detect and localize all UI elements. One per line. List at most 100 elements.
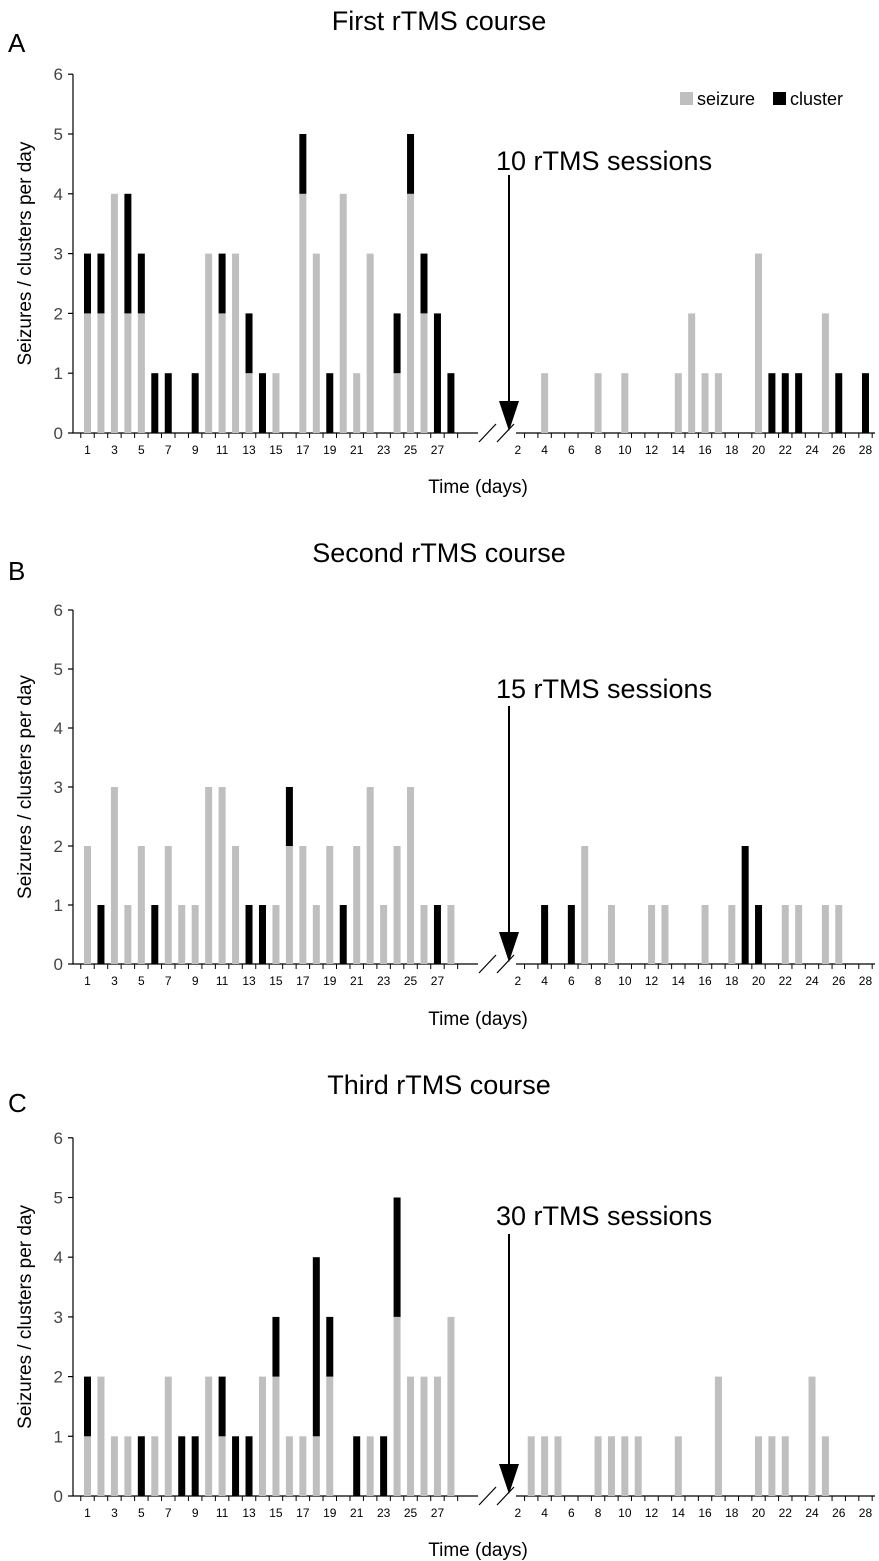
sessions-arrow-head [499,1464,519,1494]
bar-seizure-pre-day-24 [393,1316,401,1496]
sessions-arrow-head [499,401,519,431]
bar-cluster-pre-day-28 [447,373,455,433]
axis-break-mark [496,954,515,974]
chart-title: First rTMS course [332,6,547,36]
bar-cluster-pre-day-9 [191,1436,199,1496]
x-tick-label: 21 [350,443,364,457]
bar-cluster-pre-day-26 [420,253,428,314]
x-tick-label: 25 [404,443,418,457]
x-tick-label: 11 [216,443,229,457]
bar-seizure-post-day-23 [795,905,803,964]
bar-seizure-pre-day-21 [353,846,361,964]
bar-cluster-pre-day-13 [245,905,253,964]
bar-cluster-post-day-6 [567,905,575,964]
x-tick-label: 7 [165,443,172,457]
bar-seizure-pre-day-4 [124,1436,132,1496]
y-tick-label: 1 [54,896,63,915]
bar-seizure-post-day-5 [554,1436,562,1496]
x-tick-label: 11 [216,1506,229,1520]
bar-seizure-pre-day-2 [97,1376,105,1496]
bar-seizure-post-day-12 [648,905,656,964]
x-tick-label: 27 [431,974,445,988]
bar-seizure-pre-day-3 [110,193,118,433]
x-tick-label: 15 [269,443,283,457]
x-tick-label: 18 [725,443,739,457]
y-tick-label: 6 [54,1129,63,1148]
x-tick-label: 13 [242,1506,256,1520]
bar-seizure-pre-day-10 [205,787,213,964]
bar-seizure-pre-day-11 [218,1436,226,1496]
y-tick-label: 2 [54,304,63,323]
bar-cluster-pre-day-5 [137,253,145,314]
y-tick-label: 0 [54,1487,63,1506]
bar-cluster-pre-day-11 [218,1376,226,1437]
bar-cluster-post-day-20 [755,905,763,964]
x-tick-label: 25 [404,974,418,988]
x-tick-label: 18 [725,974,739,988]
legend-seizure-swatch [680,92,693,105]
bar-seizure-pre-day-1 [84,313,91,433]
bar-cluster-post-day-28 [861,373,869,433]
y-tick-label: 0 [54,955,63,974]
x-tick-label: 4 [541,974,548,988]
x-tick-label: 24 [805,1506,819,1520]
bar-cluster-pre-day-23 [380,1436,388,1496]
x-tick-label: 21 [350,974,364,988]
x-tick-label: 21 [350,1506,364,1520]
panel-label: C [8,1088,27,1118]
x-tick-label: 25 [404,1506,418,1520]
bar-cluster-pre-day-14 [258,905,266,964]
bar-cluster-pre-day-1 [84,1376,91,1437]
y-tick-label: 3 [54,245,63,264]
y-tick-label: 5 [54,125,63,144]
bar-cluster-pre-day-8 [178,1436,186,1496]
bar-seizure-pre-day-18 [312,253,320,433]
x-tick-label: 5 [138,974,145,988]
x-tick-label: 19 [323,443,337,457]
x-tick-label: 10 [618,443,632,457]
x-tick-label: 15 [269,974,283,988]
bar-seizure-pre-day-3 [110,787,118,964]
bar-seizure-post-day-20 [755,253,763,433]
bar-seizure-pre-day-4 [124,905,132,964]
bar-seizure-post-day-10 [621,373,629,433]
legend: seizure cluster [680,89,843,109]
bar-seizure-pre-day-17 [299,193,307,433]
bar-seizure-pre-day-20 [339,193,347,433]
axis-break-mark [478,423,497,443]
y-tick-label: 5 [54,1189,63,1208]
x-tick-label: 14 [672,443,686,457]
x-tick-label: 13 [242,974,256,988]
bar-seizure-post-day-22 [781,905,789,964]
bar-cluster-pre-day-13 [245,1436,253,1496]
x-tick-label: 28 [859,443,873,457]
bar-seizure-pre-day-22 [366,1436,374,1496]
bar-seizure-pre-day-4 [124,313,132,433]
bar-seizure-pre-day-19 [326,1376,334,1496]
bar-seizure-post-day-17 [714,1376,722,1496]
bar-cluster-post-day-26 [835,373,843,433]
bar-seizure-pre-day-1 [84,846,91,964]
x-tick-label: 20 [752,974,766,988]
x-tick-label: 16 [698,974,712,988]
x-tick-label: 8 [595,974,602,988]
bar-seizure-pre-day-12 [232,253,240,433]
y-axis-label: Seizures / clusters per day [15,141,36,365]
bar-cluster-pre-day-25 [407,134,415,194]
bar-seizure-pre-day-28 [447,1316,455,1496]
bar-seizure-pre-day-3 [110,1436,118,1496]
bar-seizure-pre-day-8 [178,905,186,964]
bar-seizure-post-day-10 [621,1436,629,1496]
bar-seizure-post-day-4 [541,373,549,433]
y-tick-label: 2 [54,837,63,856]
x-tick-label: 20 [752,443,766,457]
bar-seizure-pre-day-25 [407,1376,415,1496]
bar-cluster-pre-day-6 [151,373,159,433]
bar-seizure-pre-day-10 [205,253,213,433]
x-tick-label: 2 [515,443,522,457]
bar-seizure-post-day-9 [607,905,615,964]
x-tick-label: 28 [859,974,873,988]
x-tick-label: 6 [568,1506,575,1520]
